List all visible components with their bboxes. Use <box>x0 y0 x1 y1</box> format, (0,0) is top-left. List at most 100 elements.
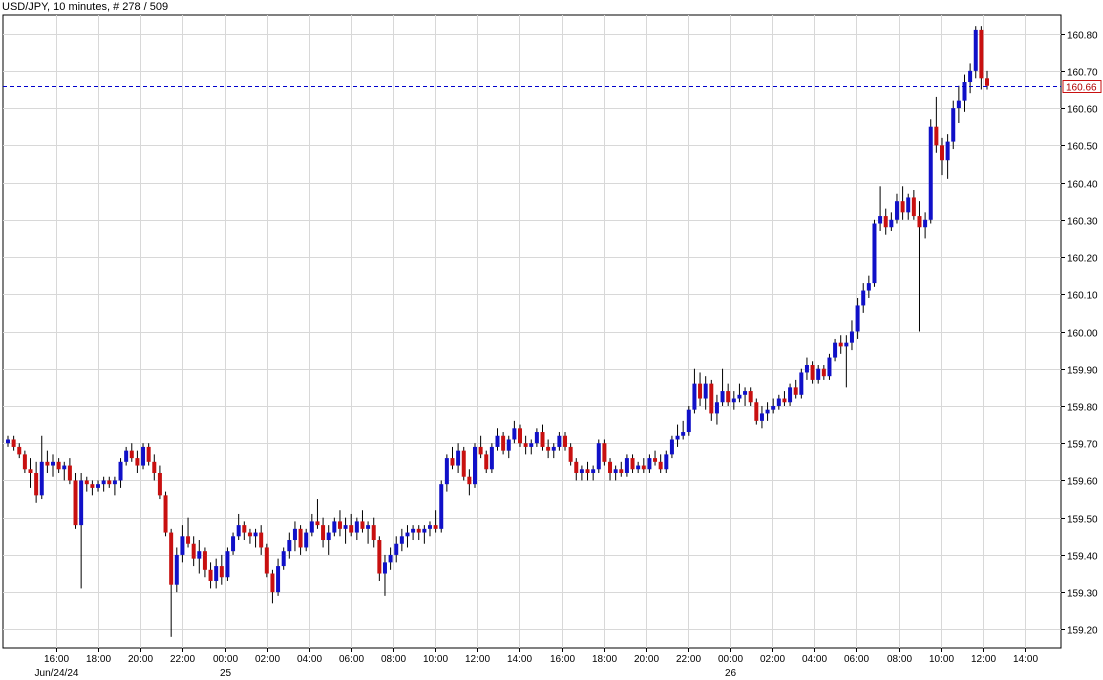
x-date-label: 25 <box>220 668 232 679</box>
candle-body <box>253 532 258 537</box>
candle-body <box>698 383 703 399</box>
candle-body <box>681 432 686 436</box>
candle-body <box>636 465 641 470</box>
candle-body <box>939 145 944 161</box>
candle-body <box>394 543 399 555</box>
candle-body <box>816 368 821 380</box>
candle-body <box>169 532 174 585</box>
bar-count-label: , # 278 / 509 <box>106 1 169 13</box>
candle-body <box>219 566 224 578</box>
candle-body <box>478 446 483 455</box>
candle-body <box>124 450 129 462</box>
candle-body <box>664 454 669 470</box>
x-tick-label: 18:00 <box>86 654 111 665</box>
candle-body <box>292 528 297 541</box>
candle-body <box>720 391 725 403</box>
candle-body <box>585 469 590 473</box>
candle-body <box>467 476 472 485</box>
symbol-label: USD/JPY <box>2 1 48 13</box>
candle-body <box>208 569 213 581</box>
candle-body <box>591 469 596 473</box>
candle-body <box>602 443 607 462</box>
y-tick-label: 160.80 <box>1067 31 1098 42</box>
candle-body <box>546 446 551 451</box>
candle-body <box>349 525 354 533</box>
candle-body <box>883 216 888 228</box>
candle-body <box>450 458 455 466</box>
candle-body <box>22 454 27 470</box>
candle-body <box>270 573 275 593</box>
candle-body <box>765 409 770 414</box>
x-tick-label: 06:00 <box>844 654 869 665</box>
y-tick-label: 160.40 <box>1067 180 1098 191</box>
current-price-marker: 160.66 <box>3 80 1102 94</box>
x-tick-label: 08:00 <box>381 654 406 665</box>
candle-body <box>951 108 956 142</box>
current-price-box <box>1062 80 1102 93</box>
candle-body <box>731 398 736 403</box>
candle-body <box>911 197 916 217</box>
candle-body <box>647 458 652 470</box>
candle-body <box>84 480 89 485</box>
candle-body <box>281 551 286 567</box>
candle-body <box>332 521 337 533</box>
candle-body <box>613 469 618 473</box>
candle-body <box>523 443 528 447</box>
candle-body <box>79 480 84 526</box>
candle-body <box>67 465 72 481</box>
x-tick-label: 20:00 <box>128 654 153 665</box>
candle-body <box>788 387 793 403</box>
candle-body <box>568 446 573 462</box>
candle-body <box>11 439 16 447</box>
x-tick-label: 12:00 <box>971 654 996 665</box>
candle-body <box>276 566 281 593</box>
y-tick-label: 159.80 <box>1067 403 1098 414</box>
candle-body <box>174 554 179 585</box>
x-tick-label: 16:00 <box>550 654 575 665</box>
x-tick-label: 02:00 <box>760 654 785 665</box>
candle-body <box>743 391 748 395</box>
candle-body <box>180 536 185 555</box>
candle-body <box>872 223 877 284</box>
candle-body <box>821 368 826 377</box>
candle-body <box>39 461 44 496</box>
candle-body <box>810 365 815 380</box>
candle-body <box>141 446 146 466</box>
candle-body <box>34 472 39 496</box>
candle-body <box>309 521 314 533</box>
y-tick-label: 159.60 <box>1067 477 1098 488</box>
x-tick-label: 00:00 <box>213 654 238 665</box>
y-tick-label: 159.30 <box>1067 589 1098 600</box>
candle-body <box>833 342 838 358</box>
candle-body <box>748 391 753 403</box>
y-tick-label: 160.30 <box>1067 217 1098 228</box>
candle-body <box>231 536 236 552</box>
candle-body <box>461 450 466 477</box>
candle-body <box>506 439 511 451</box>
candle-body <box>186 536 191 544</box>
candle-body <box>315 521 320 526</box>
candle-body <box>737 394 742 399</box>
y-tick-label: 160.50 <box>1067 142 1098 153</box>
y-tick-label: 160.10 <box>1067 291 1098 302</box>
chart-header: USD/JPY, 10 minutes, # 278 / 509 <box>2 1 168 13</box>
interval-label: , 10 minutes <box>47 1 107 13</box>
y-tick-label: 159.40 <box>1067 552 1098 563</box>
candle-body <box>917 216 922 228</box>
candle-body <box>236 525 241 537</box>
candle-body <box>382 562 387 574</box>
candle-body <box>304 532 309 548</box>
y-tick-label: 159.70 <box>1067 440 1098 451</box>
candle-body <box>956 100 961 109</box>
candle-body <box>321 525 326 541</box>
candle-body <box>354 521 359 533</box>
y-tick-label: 160.60 <box>1067 105 1098 116</box>
x-tick-label: 14:00 <box>507 654 532 665</box>
x-tick-label: 04:00 <box>802 654 827 665</box>
candle-body <box>45 461 50 466</box>
candle-body <box>563 435 568 447</box>
candle-body <box>118 461 123 481</box>
candle-body <box>849 331 854 343</box>
candle-body <box>62 465 67 470</box>
